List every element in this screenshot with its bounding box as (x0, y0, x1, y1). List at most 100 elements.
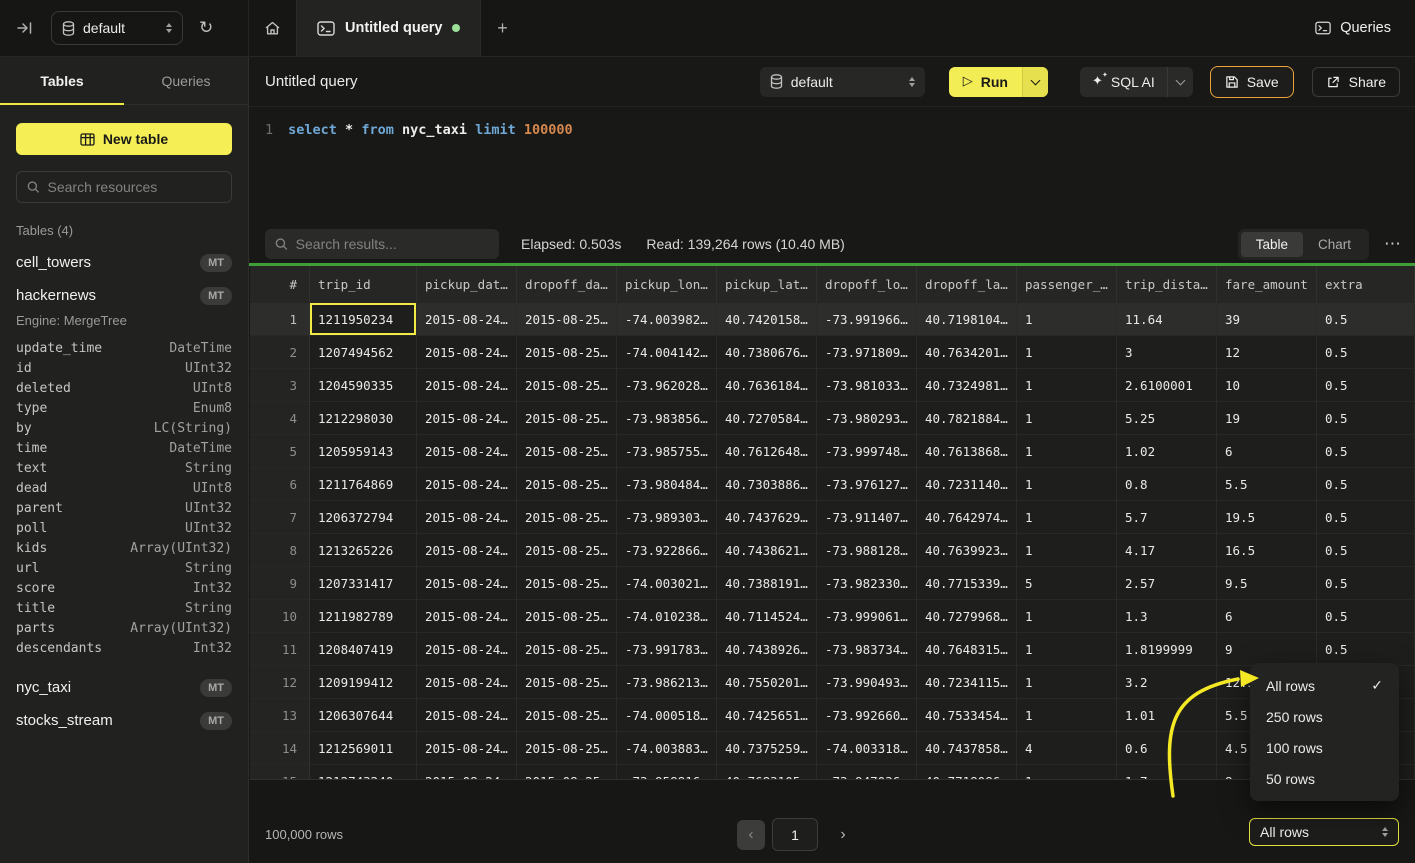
data-cell[interactable]: 1 (1017, 303, 1117, 336)
data-cell[interactable]: -73.983734… (817, 633, 917, 666)
sql-ai-button[interactable]: ✦ ✦ SQL AI (1079, 66, 1193, 97)
data-cell[interactable]: 40.7438621… (717, 534, 817, 567)
data-cell[interactable]: 40.7324981… (917, 369, 1017, 402)
data-cell[interactable]: -73.947036… (817, 765, 917, 779)
prev-page-button[interactable]: ‹ (737, 819, 765, 850)
data-cell[interactable]: 40.7437629… (717, 501, 817, 534)
current-page[interactable]: 1 (772, 818, 818, 851)
data-cell[interactable]: 0.5 (1317, 534, 1415, 567)
data-cell[interactable]: 2015-08-25… (517, 435, 617, 468)
data-cell[interactable]: 1206372794 (310, 501, 417, 534)
data-cell[interactable]: 1207494562 (310, 336, 417, 369)
data-cell[interactable]: 2015-08-24… (417, 600, 517, 633)
data-cell[interactable]: 2.57 (1117, 567, 1217, 600)
tab-untitled-query[interactable]: Untitled query (296, 0, 482, 56)
data-cell[interactable]: 1213265226 (310, 534, 417, 567)
data-cell[interactable]: 1 (1017, 369, 1117, 402)
column-header-fare_amount[interactable]: fare_amount (1217, 266, 1317, 303)
data-cell[interactable]: 4.17 (1117, 534, 1217, 567)
data-cell[interactable]: 2015-08-25… (517, 765, 617, 779)
data-cell[interactable]: 2015-08-25… (517, 600, 617, 633)
row-number-cell[interactable]: 6 (250, 468, 310, 501)
data-cell[interactable]: 1211982789 (310, 600, 417, 633)
data-cell[interactable]: 40.7279968… (917, 600, 1017, 633)
sidebar-tab-queries[interactable]: Queries (161, 72, 211, 89)
data-cell[interactable]: 40.7425651… (717, 699, 817, 732)
column-header-passenger_[interactable]: passenger_… (1017, 266, 1117, 303)
data-cell[interactable]: -74.003982… (617, 303, 717, 336)
row-number-cell[interactable]: 12 (250, 666, 310, 699)
data-cell[interactable]: -73.986213… (617, 666, 717, 699)
data-cell[interactable]: 2015-08-25… (517, 501, 617, 534)
data-cell[interactable]: -74.010238… (617, 600, 717, 633)
data-cell[interactable]: 19.5 (1217, 501, 1317, 534)
data-cell[interactable]: -73.922866… (617, 534, 717, 567)
row-number-cell[interactable]: 3 (250, 369, 310, 402)
data-cell[interactable]: 40.7821884… (917, 402, 1017, 435)
home-tab[interactable] (249, 0, 296, 56)
resource-search-input[interactable] (47, 179, 221, 195)
save-button[interactable]: Save (1209, 65, 1294, 98)
data-cell[interactable]: -73.971809… (817, 336, 917, 369)
data-cell[interactable]: 1 (1017, 534, 1117, 567)
data-cell[interactable]: 1207331417 (310, 567, 417, 600)
data-cell[interactable]: 1 (1017, 633, 1117, 666)
data-cell[interactable]: 2015-08-25… (517, 369, 617, 402)
row-number-cell[interactable]: 14 (250, 732, 310, 765)
data-cell[interactable]: 1209199412 (310, 666, 417, 699)
data-cell[interactable]: 1.8199999 (1117, 633, 1217, 666)
column-header-rownum[interactable]: # (250, 266, 310, 303)
data-cell[interactable]: 40.7198104… (917, 303, 1017, 336)
data-cell[interactable]: 2015-08-25… (517, 567, 617, 600)
data-cell[interactable]: 40.7303886… (717, 468, 817, 501)
data-cell[interactable]: 11.64 (1117, 303, 1217, 336)
data-cell[interactable]: 1212569011 (310, 732, 417, 765)
data-cell[interactable]: 2015-08-25… (517, 402, 617, 435)
data-cell[interactable]: 1.7 (1117, 765, 1217, 779)
data-cell[interactable]: 2015-08-25… (517, 303, 617, 336)
data-cell[interactable]: 0.8 (1117, 468, 1217, 501)
more-options-icon[interactable]: ⋯ (1384, 234, 1401, 254)
data-cell[interactable]: 2015-08-24… (417, 303, 517, 336)
data-cell[interactable]: 40.7438926… (717, 633, 817, 666)
data-cell[interactable]: -73.991783… (617, 633, 717, 666)
data-cell[interactable]: 40.7437858… (917, 732, 1017, 765)
data-cell[interactable]: 40.7683105… (717, 765, 817, 779)
data-cell[interactable]: 39 (1217, 303, 1317, 336)
data-cell[interactable]: 40.7380676… (717, 336, 817, 369)
data-cell[interactable]: 1 (1017, 435, 1117, 468)
data-cell[interactable]: 1212743240 (310, 765, 417, 779)
data-cell[interactable]: 0.5 (1317, 468, 1415, 501)
data-cell[interactable]: -73.982330… (817, 567, 917, 600)
sidebar-table-cell_towers[interactable]: cell_towers MT (0, 246, 248, 279)
data-cell[interactable]: -74.004142… (617, 336, 717, 369)
data-cell[interactable]: 0.5 (1317, 600, 1415, 633)
sql-editor[interactable]: 1 select * from nyc_taxi limit 100000 (249, 107, 1415, 225)
column-header-dropoff_da[interactable]: dropoff_da… (517, 266, 617, 303)
sidebar-table-stocks_stream[interactable]: stocks_stream MT (0, 704, 248, 737)
data-cell[interactable]: 2015-08-24… (417, 336, 517, 369)
next-page-button[interactable]: › (840, 825, 846, 843)
data-cell[interactable]: -73.989303… (617, 501, 717, 534)
data-cell[interactable]: 40.7231140… (917, 468, 1017, 501)
data-cell[interactable]: 40.7648315… (917, 633, 1017, 666)
data-cell[interactable]: 1 (1017, 699, 1117, 732)
data-cell[interactable]: 0.5 (1317, 303, 1415, 336)
row-number-cell[interactable]: 13 (250, 699, 310, 732)
data-cell[interactable]: 40.7715339… (917, 567, 1017, 600)
data-cell[interactable]: -74.003318… (817, 732, 917, 765)
data-cell[interactable]: -73.999748… (817, 435, 917, 468)
new-tab-button[interactable]: + (497, 17, 508, 38)
data-cell[interactable]: 19 (1217, 402, 1317, 435)
data-cell[interactable]: 2.6100001 (1117, 369, 1217, 402)
data-cell[interactable]: 2015-08-24… (417, 435, 517, 468)
row-number-cell[interactable]: 7 (250, 501, 310, 534)
data-cell[interactable]: 1.3 (1117, 600, 1217, 633)
data-cell[interactable]: 3 (1117, 336, 1217, 369)
data-cell[interactable]: 5.25 (1117, 402, 1217, 435)
data-cell[interactable]: 40.7634201… (917, 336, 1017, 369)
results-search-input[interactable] (295, 236, 489, 252)
data-cell[interactable]: 40.7375259… (717, 732, 817, 765)
column-header-pickup_dat[interactable]: pickup_dat… (417, 266, 517, 303)
data-cell[interactable]: -73.988128… (817, 534, 917, 567)
